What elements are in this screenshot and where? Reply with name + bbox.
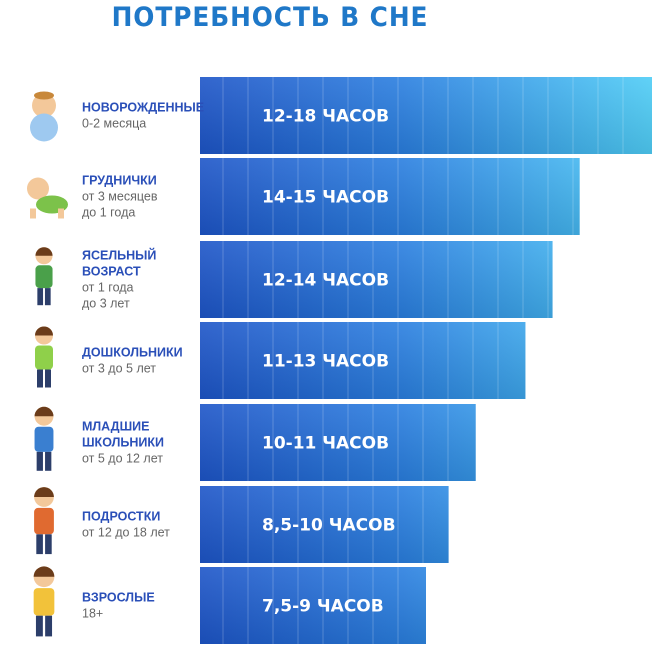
bar-value-label: 11-13 ЧАСОВ — [262, 352, 389, 372]
bar-value-label: 8,5-10 ЧАСОВ — [262, 516, 396, 536]
category-name: НОВОРОЖДЕННЫЕ — [82, 101, 204, 115]
toddler-icon — [35, 247, 53, 306]
teenager-icon — [34, 487, 54, 555]
category-range: от 1 года — [82, 281, 134, 295]
bar-shade — [200, 404, 476, 481]
bar-value-label: 14-15 ЧАСОВ — [262, 188, 389, 208]
category-range: 0-2 месяца — [82, 117, 146, 131]
bar-value-label: 12-18 ЧАСОВ — [262, 107, 389, 127]
category-name: ДОШКОЛЬНИКИ — [82, 346, 183, 360]
category-name: ШКОЛЬНИКИ — [82, 436, 164, 450]
category-range: 18+ — [82, 607, 103, 621]
bar-shade — [200, 322, 526, 399]
category-name: ПОДРОСТКИ — [82, 510, 160, 524]
preschooler-icon — [35, 326, 53, 388]
bar-shade — [200, 77, 652, 154]
bar-value-label: 12-14 ЧАСОВ — [262, 271, 389, 291]
category-name: ВЗРОСЛЫЕ — [82, 591, 155, 605]
adult-icon — [33, 566, 55, 637]
category-name: ЯСЕЛЬНЫЙ — [82, 248, 156, 263]
category-name: ГРУДНИЧКИ — [82, 174, 157, 188]
newborn-baby-icon — [30, 91, 58, 142]
category-name: ВОЗРАСТ — [82, 265, 141, 279]
bar-shade — [200, 486, 449, 563]
category-range: от 3 до 5 лет — [82, 362, 156, 376]
category-range: от 5 до 12 лет — [82, 452, 163, 466]
category-range: до 1 года — [82, 206, 135, 220]
category-range: от 12 до 18 лет — [82, 526, 170, 540]
category-name: МЛАДШИЕ — [82, 420, 149, 434]
schoolkid-icon — [34, 406, 54, 471]
bar-value-label: 10-11 ЧАСОВ — [262, 434, 389, 454]
crawling-baby-icon — [27, 177, 68, 219]
category-range: от 3 месяцев — [82, 190, 158, 204]
bar-shade — [200, 158, 580, 235]
bar-shade — [200, 567, 426, 644]
bar-shade — [200, 241, 553, 318]
chart-title: ПОТРЕБНОСТЬ В СНЕ — [111, 2, 429, 33]
category-range: до 3 лет — [82, 297, 130, 311]
bar-value-label: 7,5-9 ЧАСОВ — [262, 597, 384, 617]
